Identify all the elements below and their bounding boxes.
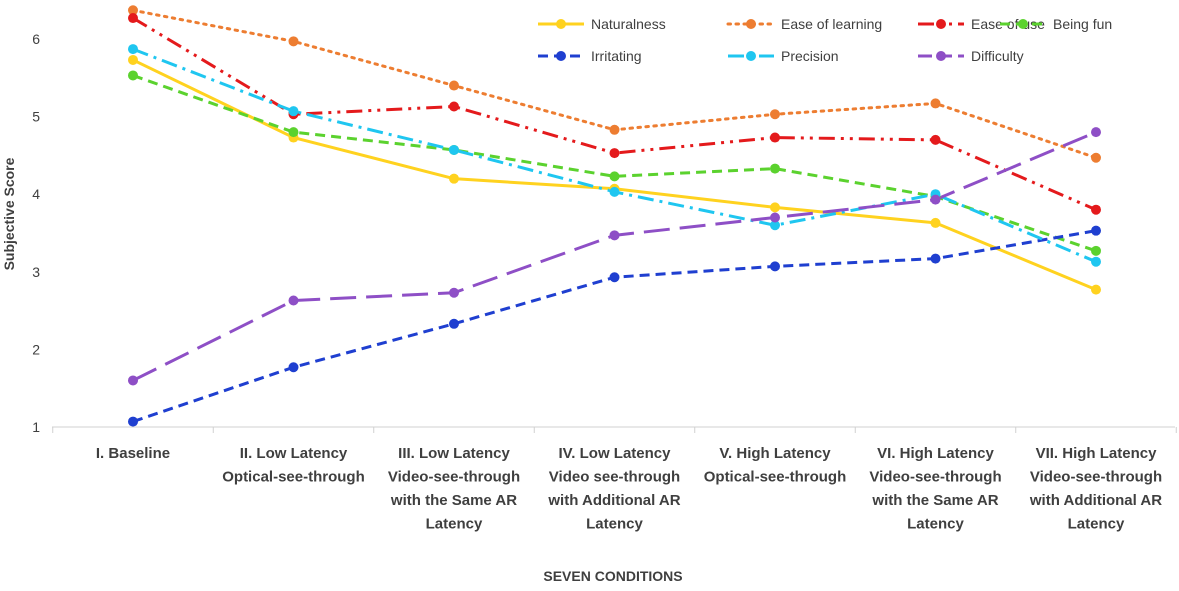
legend-entry: Being fun bbox=[1000, 16, 1112, 32]
data-point bbox=[128, 70, 138, 81]
legend-swatch-marker bbox=[1018, 19, 1028, 29]
data-point bbox=[770, 163, 780, 174]
data-point bbox=[128, 13, 138, 24]
data-point bbox=[1091, 127, 1101, 138]
x-category-label: I. Baseline bbox=[96, 445, 170, 462]
data-point bbox=[770, 202, 780, 213]
legend-swatch-marker bbox=[746, 51, 756, 61]
data-point bbox=[449, 318, 459, 329]
data-point bbox=[128, 416, 138, 427]
data-point bbox=[1091, 245, 1101, 256]
legend-entry: Ease of learning bbox=[726, 16, 882, 32]
legend-swatch-marker bbox=[936, 19, 946, 29]
y-tick-label: 6 bbox=[32, 31, 40, 47]
data-point bbox=[609, 186, 620, 197]
data-point bbox=[770, 220, 780, 231]
data-point bbox=[770, 109, 780, 120]
data-point bbox=[930, 134, 941, 145]
y-tick-label: 1 bbox=[32, 419, 40, 435]
x-category-label: VI. High Latency Video-see-through with th… bbox=[869, 445, 1001, 533]
x-axis-title: SEVEN CONDITIONS bbox=[543, 568, 682, 584]
x-category-label: V. High Latency Optical-see-through bbox=[704, 445, 847, 486]
data-point bbox=[770, 261, 780, 272]
chart-axes: 1 2 3 4 5 6 I. Baseline II. Low Latency Optical-… bbox=[32, 31, 1177, 533]
legend-label: Precision bbox=[781, 48, 839, 64]
data-point bbox=[288, 362, 299, 373]
series-line-ease-of-learning bbox=[131, 8, 1098, 160]
data-point bbox=[288, 295, 299, 306]
data-point bbox=[930, 98, 941, 109]
legend-swatch-marker bbox=[746, 19, 756, 29]
data-point bbox=[449, 173, 459, 184]
legend-swatch-marker bbox=[556, 19, 566, 29]
data-point bbox=[930, 253, 941, 264]
y-tick-label: 5 bbox=[32, 109, 40, 125]
series-line-being-fun bbox=[132, 74, 1097, 253]
legend-entry: Irritating bbox=[538, 48, 642, 64]
data-point bbox=[128, 5, 138, 16]
x-category-label: IV. Low Latency Video see-through with Add… bbox=[547, 445, 680, 533]
data-point bbox=[449, 101, 459, 112]
data-point bbox=[609, 148, 620, 159]
data-point bbox=[449, 287, 459, 298]
data-point bbox=[770, 132, 780, 143]
legend-label: Being fun bbox=[1053, 16, 1112, 32]
chart-data-points bbox=[128, 5, 1101, 427]
data-point bbox=[449, 80, 459, 91]
data-point bbox=[1091, 256, 1101, 267]
data-point bbox=[1091, 204, 1101, 215]
y-axis-title: Subjective Score bbox=[1, 157, 17, 270]
data-point bbox=[609, 171, 620, 182]
data-point bbox=[288, 36, 299, 47]
chart-legend: Naturalness Ease of learning Ease of use Be… bbox=[538, 16, 1112, 64]
data-point bbox=[288, 106, 299, 117]
data-point bbox=[930, 217, 941, 228]
x-category-label: III. Low Latency Video-see-through with th… bbox=[388, 445, 520, 533]
x-category-label: II. Low Latency Optical-see-through bbox=[222, 445, 365, 486]
data-point bbox=[128, 44, 138, 55]
data-point bbox=[288, 127, 299, 138]
series-line-irritating bbox=[132, 229, 1097, 423]
data-point bbox=[770, 212, 780, 223]
legend-label: Difficulty bbox=[971, 48, 1024, 64]
data-point bbox=[1091, 225, 1101, 236]
y-tick-label: 2 bbox=[32, 341, 40, 357]
data-point bbox=[609, 272, 620, 283]
legend-label: Naturalness bbox=[591, 16, 666, 32]
data-point bbox=[449, 144, 459, 155]
chart-series-lines bbox=[131, 8, 1098, 423]
legend-swatch-marker bbox=[556, 51, 566, 61]
y-tick-label: 3 bbox=[32, 264, 40, 280]
data-point bbox=[128, 375, 138, 386]
data-point bbox=[609, 124, 620, 135]
legend-swatch-marker bbox=[936, 51, 946, 61]
legend-entry: Difficulty bbox=[918, 48, 1024, 64]
data-point bbox=[1091, 284, 1101, 295]
data-point bbox=[1091, 152, 1101, 163]
legend-label: Irritating bbox=[591, 48, 642, 64]
data-point bbox=[930, 194, 941, 205]
legend-entry: Naturalness bbox=[538, 16, 666, 32]
legend-label: Ease of learning bbox=[781, 16, 882, 32]
data-point bbox=[609, 230, 620, 241]
x-category-label: VII. High Latency Video-see-through with A… bbox=[1029, 445, 1162, 533]
y-tick-label: 4 bbox=[32, 186, 40, 202]
legend-entry: Precision bbox=[728, 48, 839, 64]
data-point bbox=[128, 54, 138, 65]
